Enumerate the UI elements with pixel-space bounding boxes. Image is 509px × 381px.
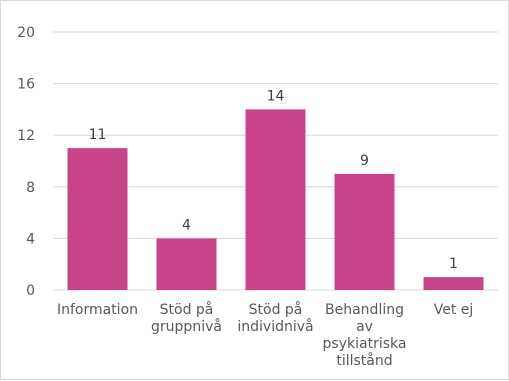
x-tick-label: av — [356, 319, 373, 335]
y-tick-label: 0 — [26, 283, 35, 299]
y-tick-label: 12 — [17, 128, 35, 144]
data-label: 14 — [267, 88, 285, 104]
x-tick-label: tillstånd — [336, 352, 392, 369]
x-tick-label: Information — [57, 302, 138, 318]
data-label: 4 — [182, 217, 191, 233]
x-tick-label: individnivå — [237, 318, 313, 335]
y-axis: 0 4 8 12 16 20 — [17, 25, 35, 299]
x-tick-label: gruppnivå — [151, 318, 222, 335]
x-tick-label: Stöd på — [160, 301, 214, 318]
y-tick-label: 8 — [26, 180, 35, 196]
data-label: 9 — [360, 153, 369, 169]
x-tick-label: psykiatriska — [323, 336, 407, 352]
data-label: 1 — [449, 256, 458, 272]
x-tick-label: Stöd på — [249, 301, 303, 318]
bar — [423, 277, 484, 290]
x-tick-label: Behandling — [325, 302, 404, 318]
bar — [67, 148, 128, 290]
bar — [156, 238, 217, 290]
x-tick-label: Vet ej — [434, 302, 474, 318]
y-tick-label: 4 — [26, 231, 35, 247]
bar — [334, 173, 395, 290]
bars — [67, 109, 484, 291]
data-labels: 11 4 14 9 1 — [89, 88, 458, 272]
y-tick-label: 20 — [17, 25, 35, 41]
data-label: 11 — [89, 127, 107, 143]
bar — [245, 109, 306, 291]
y-tick-label: 16 — [17, 77, 35, 93]
